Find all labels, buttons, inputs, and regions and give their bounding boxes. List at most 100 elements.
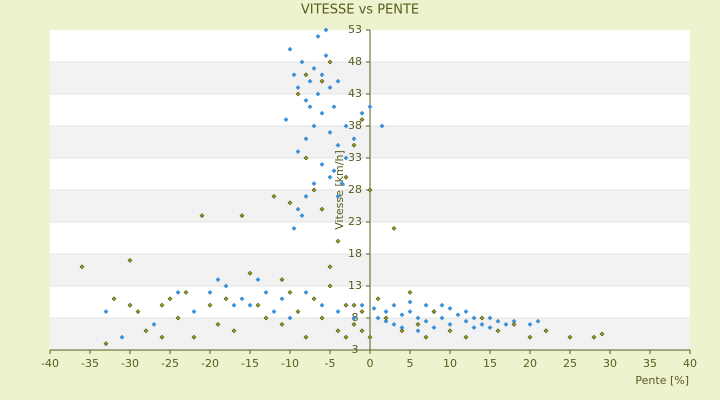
- point: [543, 328, 549, 334]
- point: [423, 334, 429, 340]
- x-tick-label: 35: [643, 357, 657, 370]
- point: [351, 302, 357, 308]
- y-axis-title: Vitesse [km/h]: [333, 150, 346, 230]
- point: [215, 321, 221, 327]
- point: [279, 277, 285, 283]
- point: [319, 161, 325, 167]
- point: [311, 65, 317, 71]
- x-tick-label: 30: [603, 357, 617, 370]
- point: [495, 328, 501, 334]
- point: [379, 123, 385, 129]
- point: [191, 309, 197, 315]
- point: [359, 302, 365, 308]
- point: [319, 315, 325, 321]
- point: [383, 309, 389, 315]
- y-tick-label: 33: [348, 151, 362, 164]
- point: [307, 78, 313, 84]
- point: [375, 296, 381, 302]
- x-tick-label: 0: [367, 357, 374, 370]
- point: [287, 289, 293, 295]
- point: [447, 328, 453, 334]
- point: [295, 206, 301, 212]
- point: [311, 187, 317, 193]
- point: [351, 315, 357, 321]
- x-tick-label: -30: [121, 357, 139, 370]
- point: [103, 309, 109, 315]
- point: [299, 213, 305, 219]
- point: [283, 117, 289, 123]
- point: [223, 283, 229, 289]
- point: [359, 309, 365, 315]
- point: [167, 296, 173, 302]
- y-tick-label: 38: [348, 119, 362, 132]
- point: [335, 142, 341, 148]
- point: [291, 225, 297, 231]
- point: [207, 302, 213, 308]
- point: [231, 328, 237, 334]
- point: [327, 59, 333, 65]
- point: [415, 321, 421, 327]
- point: [407, 309, 413, 315]
- point: [319, 206, 325, 212]
- point: [327, 283, 333, 289]
- point: [247, 302, 253, 308]
- x-tick-label: 10: [443, 357, 457, 370]
- point: [343, 302, 349, 308]
- point: [487, 325, 493, 331]
- point: [391, 302, 397, 308]
- point: [359, 328, 365, 334]
- point: [351, 142, 357, 148]
- point: [431, 325, 437, 331]
- point: [335, 193, 341, 199]
- point: [503, 321, 509, 327]
- point: [135, 309, 141, 315]
- point: [423, 302, 429, 308]
- point: [463, 334, 469, 340]
- point: [455, 312, 461, 318]
- point: [511, 321, 517, 327]
- point: [175, 289, 181, 295]
- point: [383, 318, 389, 324]
- point: [463, 318, 469, 324]
- point: [463, 309, 469, 315]
- point: [295, 85, 301, 91]
- y-tick-label: 18: [348, 247, 362, 260]
- point: [159, 334, 165, 340]
- point: [255, 277, 261, 283]
- point: [479, 315, 485, 321]
- x-tick-label: 20: [523, 357, 537, 370]
- x-tick-label: -25: [161, 357, 179, 370]
- point: [103, 341, 109, 347]
- x-tick-label: -15: [241, 357, 259, 370]
- y-tick-label: 53: [348, 23, 362, 36]
- point: [215, 277, 221, 283]
- point: [271, 309, 277, 315]
- y-tick-label: 43: [348, 87, 362, 100]
- point: [391, 225, 397, 231]
- point: [359, 117, 365, 123]
- point: [431, 309, 437, 315]
- point: [303, 72, 309, 78]
- point: [191, 334, 197, 340]
- point: [487, 315, 493, 321]
- point: [175, 315, 181, 321]
- point: [323, 53, 329, 59]
- point: [367, 187, 373, 193]
- point: [591, 334, 597, 340]
- point: [335, 78, 341, 84]
- point: [231, 302, 237, 308]
- x-tick-label: 5: [407, 357, 414, 370]
- point: [327, 174, 333, 180]
- point: [79, 264, 85, 270]
- point: [399, 328, 405, 334]
- point: [223, 296, 229, 302]
- point: [331, 104, 337, 110]
- point: [311, 181, 317, 187]
- point: [311, 123, 317, 129]
- point: [263, 315, 269, 321]
- point: [303, 136, 309, 142]
- point: [303, 334, 309, 340]
- x-tick-label: -5: [325, 357, 336, 370]
- point: [303, 289, 309, 295]
